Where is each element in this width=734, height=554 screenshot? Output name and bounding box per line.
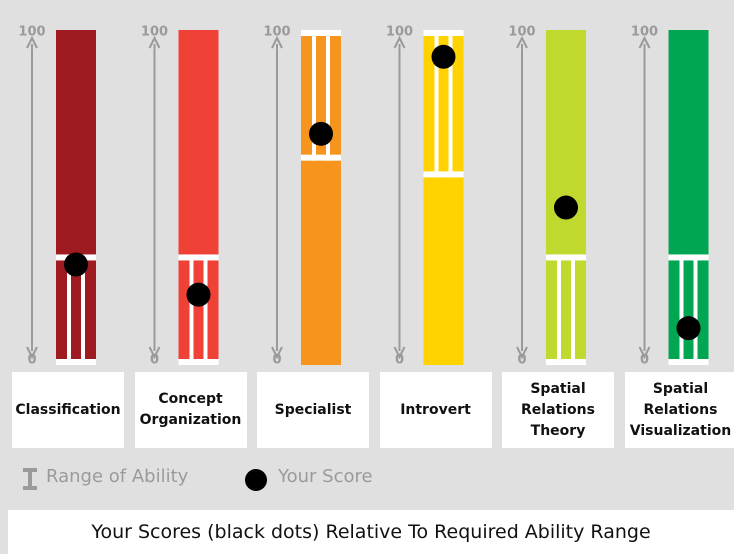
bar [301,30,341,365]
arrow-head [393,35,406,49]
bar [668,30,709,365]
y-tick-label: 100 [141,25,168,40]
y-tick-label: 100 [18,25,45,40]
arrow-head [393,346,406,360]
legend-range-icon [28,468,32,490]
range-line [312,30,316,161]
y-tick-label: 0 [150,353,159,368]
range-low [546,359,586,365]
arrow-head [148,35,161,49]
legend-range-icon [23,486,37,490]
y-tick-label: 0 [640,353,649,368]
score-dot [64,252,88,277]
range-low [423,171,464,178]
arrow-head [516,35,528,49]
range-high [301,30,341,36]
arrow-head [26,346,38,360]
category-label: Spatial Relations Visualization [624,372,734,448]
score-dot [431,44,456,69]
arrow-head [271,346,283,360]
category-label: Classification [12,372,124,448]
legend-range: Range of Ability [46,466,189,487]
arrow-head [638,35,651,49]
y-tick-label: 0 [517,353,526,368]
range-high [668,254,709,261]
range-line [67,254,71,365]
range-line [693,254,698,365]
y-tick-label: 0 [272,353,281,368]
range-line [557,254,561,365]
range-line [571,254,575,365]
range-high [423,30,464,36]
range-low [56,359,96,365]
score-dot [309,121,333,146]
y-tick-label: 0 [27,353,36,368]
legend-score: Your Score [278,466,373,487]
range-low [668,359,709,365]
range-low [301,154,341,161]
bar [178,30,219,365]
score-dot [554,195,578,220]
category-label: Specialist [257,372,369,448]
y-tick-label: 100 [263,25,290,40]
legend-score-icon [245,469,267,491]
chart-title: Your Scores (black dots) Relative To Req… [8,510,734,554]
range-high [178,254,219,261]
y-tick-label: 100 [508,25,535,40]
category-label: Concept Organization [134,372,247,448]
range-low [178,359,219,365]
arrow-head [271,35,283,49]
arrow-head [516,346,528,360]
range-line [203,254,208,365]
range-line [81,254,85,365]
category-label: Spatial Relations Theory [502,372,614,448]
y-tick-label: 0 [395,353,404,368]
arrow-head [26,35,38,49]
score-dot [186,282,211,307]
bar [56,30,96,365]
score-dot [676,316,701,341]
arrow-head [148,346,161,360]
range-high [546,254,586,261]
range-line [434,30,439,178]
range-line [448,30,453,178]
y-tick-label: 100 [386,25,413,40]
bar [423,30,464,365]
range-line [189,254,194,365]
y-tick-label: 100 [631,25,658,40]
category-label: Introvert [379,372,492,448]
range-line [326,30,330,161]
arrow-head [638,346,651,360]
range-line [679,254,684,365]
